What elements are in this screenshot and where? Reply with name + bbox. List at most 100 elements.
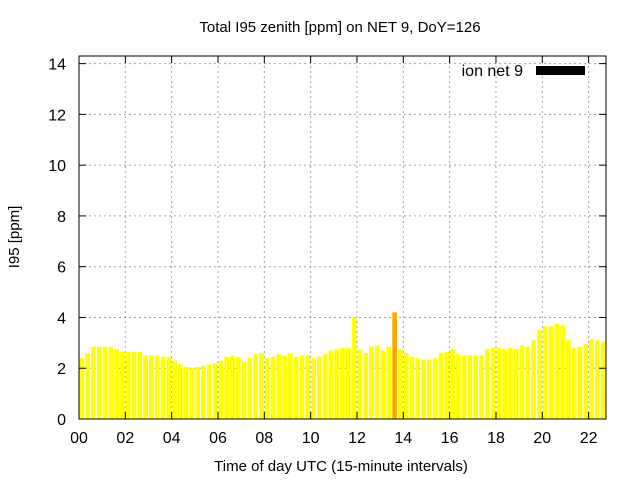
bar (398, 349, 403, 419)
y-axis-label: I95 [ppm] (6, 206, 23, 269)
bar (96, 346, 102, 419)
x-tick-label: 22 (580, 430, 598, 447)
bar (403, 353, 409, 419)
bar (461, 355, 467, 419)
bar (160, 356, 166, 419)
x-tick-label: 08 (255, 430, 273, 447)
bar (566, 340, 571, 419)
bar (120, 351, 125, 419)
bar (415, 358, 421, 419)
bar (212, 363, 218, 419)
y-tick-label: 8 (57, 209, 66, 226)
legend-label: ion net 9 (462, 63, 523, 80)
bar (600, 341, 606, 419)
y-tick-label: 6 (57, 260, 66, 277)
bar (542, 326, 548, 419)
bar (467, 355, 473, 419)
bar (299, 355, 305, 419)
bar (143, 355, 148, 419)
bar (206, 364, 212, 419)
bar (334, 349, 340, 419)
grid-lines (79, 56, 606, 419)
bar (595, 340, 600, 419)
bar (392, 312, 397, 419)
bar (380, 350, 386, 419)
bar (502, 349, 507, 419)
bar (583, 344, 589, 419)
bar (235, 356, 241, 419)
bar (79, 358, 85, 419)
bar (456, 354, 461, 419)
bar (154, 355, 160, 419)
x-axis-label: Time of day UTC (15-minute intervals) (214, 458, 468, 475)
bar (548, 326, 554, 419)
bar (282, 355, 287, 419)
bar (270, 356, 276, 419)
bar (288, 353, 293, 419)
y-tick-label: 12 (48, 107, 66, 124)
bar (317, 356, 322, 419)
chart-title: Total I95 zenith [ppm] on NET 9, DoY=126 (199, 19, 480, 36)
bar (525, 346, 531, 419)
y-tick-label: 4 (57, 310, 66, 327)
bar (519, 345, 525, 419)
bar (259, 353, 264, 419)
bar (340, 347, 345, 419)
bar (589, 339, 594, 419)
legend: ion net 9 (462, 63, 585, 80)
x-tick-label: 12 (348, 430, 366, 447)
bar (450, 349, 455, 419)
bar (444, 351, 450, 419)
bar (560, 325, 565, 419)
y-tick-label: 14 (48, 57, 66, 74)
x-tick-label: 20 (533, 430, 551, 447)
bar (114, 349, 119, 419)
bar (241, 361, 247, 419)
x-tick-label: 00 (70, 430, 88, 447)
bar (513, 349, 519, 419)
bar (201, 365, 206, 419)
bar (322, 354, 328, 419)
bar (531, 340, 536, 419)
bar (253, 354, 258, 419)
x-tick-label: 16 (441, 430, 459, 447)
bar-group (79, 312, 606, 419)
bar (149, 355, 154, 419)
bar (328, 350, 334, 419)
bar (264, 358, 270, 419)
bar (166, 356, 172, 419)
bar (276, 354, 282, 419)
y-tick-label: 10 (48, 158, 66, 175)
y-tick-label: 2 (57, 361, 66, 378)
bar (224, 356, 229, 419)
bar (351, 317, 357, 419)
bar (577, 346, 583, 419)
bar (195, 366, 201, 419)
bar (554, 323, 560, 419)
bar (189, 368, 195, 419)
bar (91, 346, 96, 419)
bar (311, 358, 316, 419)
x-tick-label: 18 (487, 430, 505, 447)
bar (178, 364, 183, 419)
x-tick-label: 14 (394, 430, 412, 447)
bar (293, 356, 299, 419)
bar (374, 345, 380, 419)
bar (484, 349, 490, 419)
x-tick-label: 06 (209, 430, 227, 447)
x-tick-label: 10 (302, 430, 320, 447)
bar (305, 355, 311, 419)
bar (490, 347, 496, 419)
bar (496, 347, 502, 419)
bar (409, 356, 415, 419)
bar (438, 353, 444, 419)
bar (247, 358, 253, 419)
y-tick-label: 0 (57, 412, 66, 429)
bar (369, 346, 374, 419)
x-tick-label: 04 (163, 430, 181, 447)
bar (508, 347, 513, 419)
bar (172, 360, 177, 419)
